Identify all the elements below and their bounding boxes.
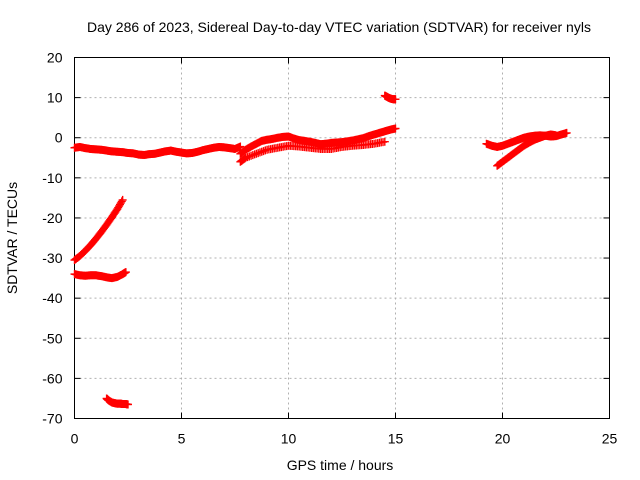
- data-point: [236, 142, 245, 151]
- x-tick-label: 5: [178, 431, 186, 447]
- x-tick-label: 0: [71, 431, 79, 447]
- plot-frame: [74, 57, 610, 419]
- y-tick-label: -70: [42, 411, 62, 427]
- x-tick-label: 10: [281, 431, 297, 447]
- x-tick-label: 25: [602, 431, 618, 447]
- data-point: [118, 195, 127, 204]
- grid: [74, 57, 610, 419]
- y-tick-label: -50: [42, 330, 62, 346]
- y-tick-label: 10: [47, 90, 63, 106]
- data-point: [391, 95, 400, 104]
- data-points: [70, 91, 571, 409]
- data-point: [117, 197, 126, 206]
- data-point: [121, 268, 130, 277]
- axis-ticks: 0 5 10 15 20 25 -70 -60 -50 -40 -30 -20 -10 0 10 20: [42, 50, 617, 447]
- data-point: [562, 128, 571, 137]
- y-tick-label: -10: [42, 170, 62, 186]
- x-axis-label: GPS time / hours: [287, 457, 394, 473]
- y-tick-label: -20: [42, 210, 62, 226]
- chart-title: Day 286 of 2023, Sidereal Day-to-day VTE…: [87, 19, 591, 35]
- x-tick-label: 20: [495, 431, 511, 447]
- data-point: [124, 400, 132, 409]
- y-tick-label: 20: [47, 50, 63, 66]
- y-tick-label: 0: [55, 130, 63, 146]
- x-tick-label: 15: [388, 431, 404, 447]
- y-axis-label: SDTVAR / TECUs: [4, 182, 20, 294]
- y-tick-label: -30: [42, 250, 62, 266]
- y-tick-label: -40: [42, 290, 62, 306]
- data-point: [552, 131, 560, 140]
- data-point: [380, 137, 389, 146]
- y-tick-label: -60: [42, 370, 62, 386]
- data-point: [391, 124, 400, 133]
